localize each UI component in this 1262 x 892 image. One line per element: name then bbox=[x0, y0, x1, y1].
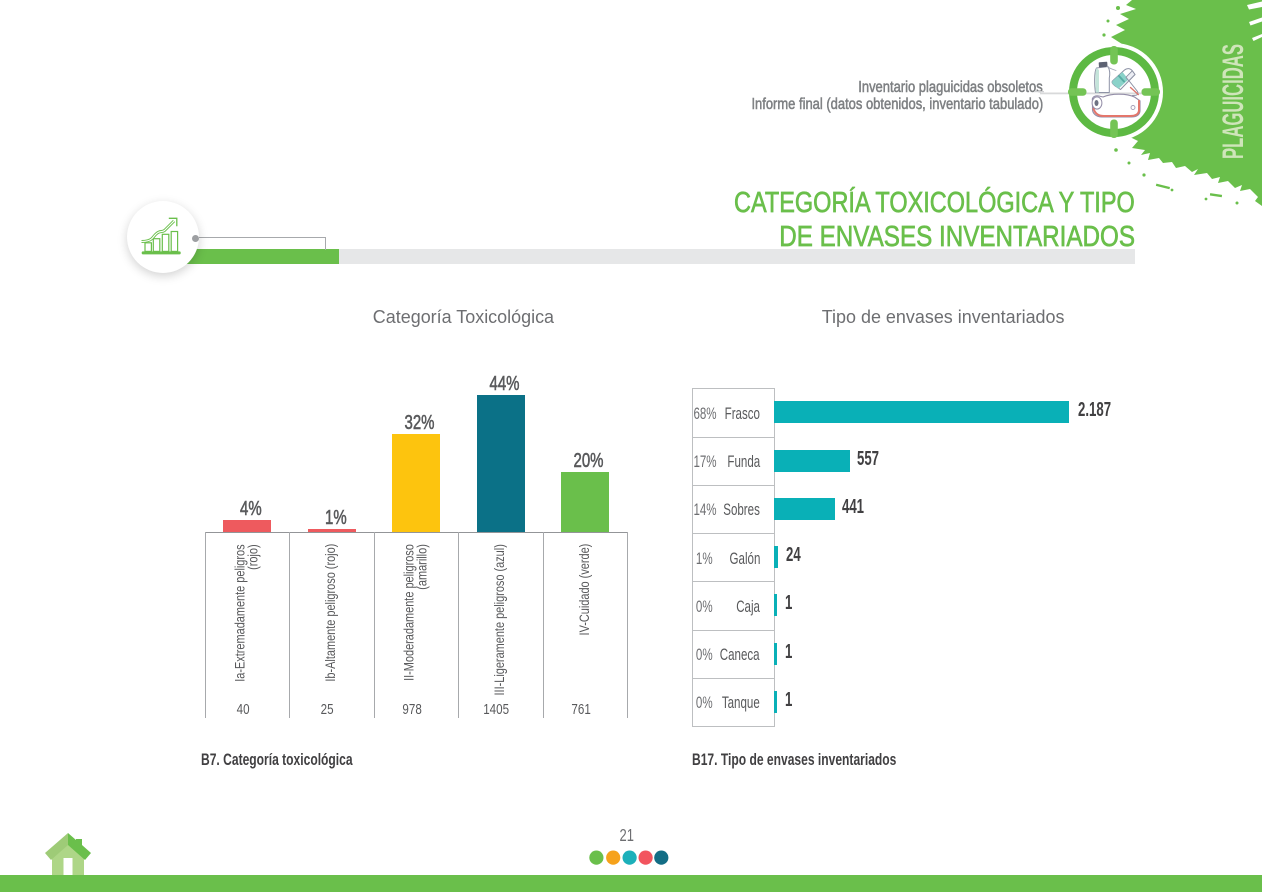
svg-text:PLAGUICIDAS: PLAGUICIDAS bbox=[1217, 44, 1250, 159]
